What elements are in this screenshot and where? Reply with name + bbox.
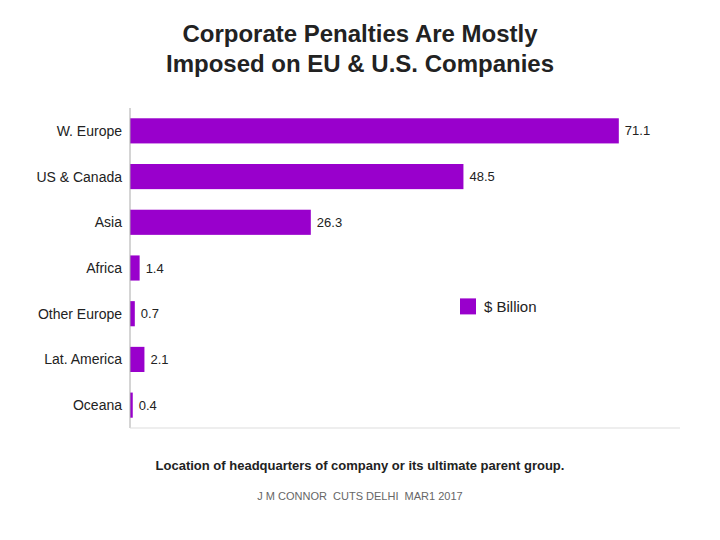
category-label: Oceana [73, 397, 122, 413]
legend-label: $ Billion [484, 298, 537, 315]
legend-swatch [460, 298, 476, 314]
x-axis-line [130, 428, 680, 429]
data-label: 1.4 [146, 261, 164, 276]
data-label: 48.5 [469, 169, 494, 184]
y-axis-line [130, 108, 131, 428]
category-label: Other Europe [38, 306, 122, 322]
source: J M CONNOR CUTS DELHI MAR1 2017 [257, 490, 462, 502]
bar [130, 255, 140, 280]
bar [130, 347, 144, 372]
bar [130, 164, 463, 189]
title-line: Corporate Penalties Are Mostly [182, 20, 538, 47]
legend: $ Billion [460, 298, 537, 315]
bar [130, 118, 619, 143]
category-label: Lat. America [44, 351, 122, 367]
chart: Corporate Penalties Are Mostly Imposed on… [0, 0, 720, 540]
title-line: Imposed on EU & U.S. Companies [166, 50, 554, 77]
category-label: US & Canada [36, 169, 122, 185]
category-label: Africa [86, 260, 122, 276]
data-label: 0.4 [139, 398, 157, 413]
footnote: Location of headquarters of company or i… [156, 458, 565, 473]
data-label: 2.1 [150, 352, 168, 367]
bars [130, 118, 619, 417]
category-label: W. Europe [57, 123, 123, 139]
data-label: 71.1 [625, 123, 650, 138]
title: Corporate Penalties Are Mostly Imposed on… [166, 20, 554, 77]
category-label: Asia [95, 214, 122, 230]
bar [130, 210, 311, 235]
data-label: 26.3 [317, 215, 342, 230]
bar [130, 301, 135, 326]
data-label: 0.7 [141, 306, 159, 321]
